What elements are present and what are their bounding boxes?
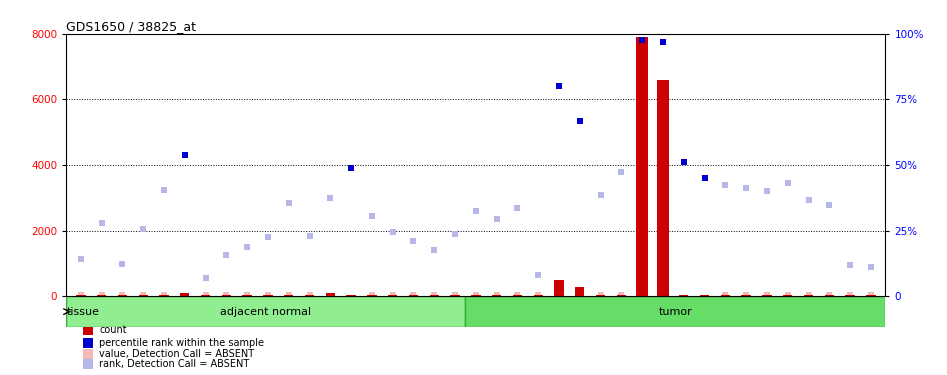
- Bar: [596, 294, 605, 297]
- Text: count: count: [99, 325, 127, 335]
- Bar: [721, 294, 730, 297]
- Bar: [636, 37, 648, 297]
- Bar: [466, 297, 885, 327]
- Bar: [97, 294, 106, 297]
- Text: adjacent normal: adjacent normal: [221, 307, 312, 316]
- Bar: [762, 294, 772, 297]
- Bar: [222, 294, 231, 297]
- Bar: [742, 294, 751, 297]
- Bar: [82, 349, 93, 359]
- Bar: [409, 294, 419, 297]
- Bar: [117, 294, 127, 297]
- Bar: [242, 294, 252, 297]
- Bar: [326, 293, 335, 297]
- Bar: [783, 294, 793, 297]
- Bar: [804, 294, 813, 297]
- Bar: [700, 294, 709, 297]
- Bar: [82, 359, 93, 369]
- Text: tumor: tumor: [658, 307, 692, 316]
- Text: tissue: tissue: [66, 307, 99, 316]
- Text: value, Detection Call = ABSENT: value, Detection Call = ABSENT: [99, 349, 254, 359]
- Bar: [66, 297, 466, 327]
- Bar: [201, 294, 210, 297]
- Bar: [76, 294, 85, 297]
- Bar: [159, 294, 169, 297]
- Bar: [347, 294, 356, 297]
- Bar: [82, 338, 93, 348]
- Bar: [657, 80, 669, 297]
- Bar: [388, 294, 398, 297]
- Bar: [533, 294, 543, 297]
- Bar: [367, 294, 377, 297]
- Bar: [512, 294, 522, 297]
- Bar: [575, 286, 584, 297]
- Bar: [554, 280, 563, 297]
- Bar: [451, 294, 459, 297]
- Bar: [284, 294, 294, 297]
- Bar: [472, 294, 480, 297]
- Bar: [180, 292, 189, 297]
- Text: percentile rank within the sample: percentile rank within the sample: [99, 338, 264, 348]
- Bar: [430, 294, 439, 297]
- Text: GDS1650 / 38825_at: GDS1650 / 38825_at: [66, 20, 196, 33]
- Bar: [867, 294, 876, 297]
- Bar: [679, 294, 688, 297]
- Bar: [846, 294, 855, 297]
- Bar: [492, 294, 501, 297]
- Bar: [138, 294, 148, 297]
- Bar: [825, 294, 834, 297]
- Bar: [82, 325, 93, 335]
- Text: rank, Detection Call = ABSENT: rank, Detection Call = ABSENT: [99, 359, 249, 369]
- Bar: [305, 294, 314, 297]
- Bar: [616, 294, 626, 297]
- Bar: [263, 294, 273, 297]
